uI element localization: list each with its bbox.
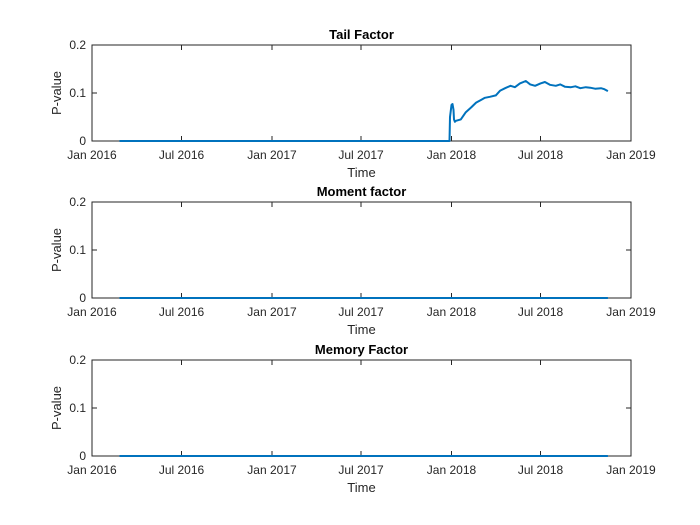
plot-title: Moment factor: [317, 184, 407, 199]
subplot-3: Jan 2016 Jul 2016 Jan 2017 Jul 2017 Jan 2018…: [49, 342, 656, 495]
x-tick-label: Jul 2016: [159, 463, 205, 477]
x-tick-label: Jan 2016: [67, 463, 117, 477]
plot-title: Memory Factor: [315, 342, 408, 357]
x-tick-label: Jan 2018: [427, 148, 477, 162]
y-axis-label: P-value: [49, 228, 64, 272]
x-tick-label: Jan 2017: [247, 305, 297, 319]
y-tick-label: 0.1: [69, 401, 86, 415]
x-tick-label: Jan 2017: [247, 148, 297, 162]
x-tick-label: Jan 2017: [247, 463, 297, 477]
subplot-2: Jan 2016 Jul 2016 Jan 2017 Jul 2017 Jan 2018…: [49, 184, 656, 337]
y-tick-label: 0: [79, 449, 86, 463]
x-tick-label: Jan 2018: [427, 463, 477, 477]
x-axis-label: Time: [347, 480, 375, 495]
x-tick-label: Jan 2018: [427, 305, 477, 319]
axes-box: [91, 201, 632, 299]
y-tick-label: 0.1: [69, 86, 86, 100]
plot-title: Tail Factor: [329, 27, 394, 42]
x-tick-label: Jan 2016: [67, 305, 117, 319]
axes-box: [91, 359, 632, 457]
x-tick-label: Jul 2018: [518, 305, 564, 319]
y-axis-label: P-value: [49, 71, 64, 115]
x-tick-label: Jan 2019: [606, 305, 656, 319]
y-tick-label: 0: [79, 134, 86, 148]
y-axis-label: P-value: [49, 386, 64, 430]
x-tick-label: Jul 2018: [518, 148, 564, 162]
x-tick-label: Jan 2016: [67, 148, 117, 162]
series-line: [119, 80, 609, 142]
x-tick-label: Jul 2016: [159, 305, 205, 319]
y-tick-label: 0.2: [69, 38, 86, 52]
subplot-1: Jan 2016 Jul 2016 Jan 2017 Jul 2017 Jan 2018…: [49, 27, 656, 180]
x-tick-label: Jan 2019: [606, 148, 656, 162]
axes-box: [91, 44, 632, 142]
x-axis-label: Time: [347, 322, 375, 337]
x-tick-label: Jul 2016: [159, 148, 205, 162]
x-tick-label: Jul 2017: [338, 463, 384, 477]
x-tick-label: Jan 2019: [606, 463, 656, 477]
y-tick-label: 0.2: [69, 353, 86, 367]
y-tick-label: 0.1: [69, 243, 86, 257]
x-tick-label: Jul 2017: [338, 305, 384, 319]
y-tick-label: 0.2: [69, 195, 86, 209]
x-tick-label: Jul 2018: [518, 463, 564, 477]
y-tick-label: 0: [79, 291, 86, 305]
x-tick-label: Jul 2017: [338, 148, 384, 162]
x-axis-label: Time: [347, 165, 375, 180]
